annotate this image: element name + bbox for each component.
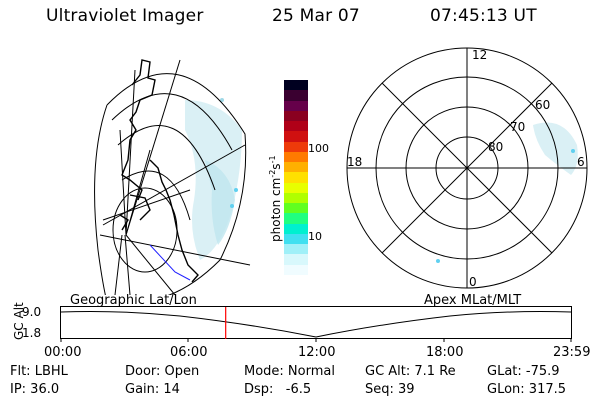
status-mode: Mode: Normal xyxy=(244,364,335,379)
colorbar-segment xyxy=(284,100,308,112)
mlt-label-6: 6 xyxy=(577,155,585,169)
colorbar xyxy=(284,80,308,276)
geographic-map xyxy=(94,59,251,295)
aurora-emission-geo xyxy=(185,98,242,260)
colorbar-segment xyxy=(284,203,308,214)
unit-exp2: -1 xyxy=(268,155,277,164)
date-label: 25 Mar 07 xyxy=(272,6,360,26)
x-tick-1200: 12:00 xyxy=(298,345,336,360)
mlat-label-60: 60 xyxy=(535,98,550,112)
coastlines xyxy=(119,59,199,283)
x-tick-1800: 18:00 xyxy=(426,345,464,360)
time-label: 07:45:13 UT xyxy=(430,6,537,26)
status-gain: Gain: 14 xyxy=(125,382,180,397)
polar-diagonal-2 xyxy=(381,82,553,254)
unit-exp1: -2 xyxy=(268,169,277,178)
colorbar-segment xyxy=(284,223,308,235)
x-tick-2359: 23:59 xyxy=(553,345,591,360)
geographic-latlon-label: Geographic Lat/Lon xyxy=(70,293,197,308)
instrument-title: Ultraviolet Imager xyxy=(46,6,204,26)
aurora-emission-polar xyxy=(436,122,578,263)
colorbar-segment xyxy=(284,162,308,173)
colorbar-segment xyxy=(284,182,308,194)
colorbar-segment xyxy=(284,151,308,163)
colorbar-segment xyxy=(284,172,308,184)
unit-s: s xyxy=(269,163,283,170)
status-glon: GLon: 317.5 xyxy=(487,382,567,397)
y-tick-9: 9.0 xyxy=(22,305,42,319)
gc-alt-timeline xyxy=(60,306,572,342)
colorbar-segment xyxy=(284,254,308,266)
timeline-frame xyxy=(60,306,572,339)
status-gc-alt: GC Alt: 7.1 Re xyxy=(365,364,456,379)
x-tick-0600: 06:00 xyxy=(170,345,208,360)
colorbar-segment xyxy=(284,192,308,204)
colorbar-segment xyxy=(284,233,308,245)
colorbar-segment xyxy=(284,213,308,225)
colorbar-segment xyxy=(284,131,308,143)
mlat-label-70: 70 xyxy=(510,120,525,134)
mlt-label-12: 12 xyxy=(472,48,487,62)
x-ticks xyxy=(60,338,572,342)
apex-mlat-mlt-label: Apex MLat/MLT xyxy=(424,293,522,308)
status-seq: Seq: 39 xyxy=(365,382,415,397)
status-dsp: Dsp: -6.5 xyxy=(244,382,312,397)
mlt-label-0: 0 xyxy=(469,275,477,289)
colorbar-segment xyxy=(284,264,308,276)
y-tick-1.8: 1.8 xyxy=(22,326,42,340)
mlat-label-80: 80 xyxy=(488,140,503,154)
colorbar-segment xyxy=(284,244,308,255)
colorbar-segment xyxy=(284,90,308,101)
unit-text: photon cm xyxy=(269,177,283,242)
colorbar-tick-10: 10 xyxy=(308,230,322,243)
status-filter: Flt: LBHL xyxy=(10,364,68,379)
polar-mlt-plot: 12 18 6 0 60 70 80 xyxy=(346,47,588,289)
colorbar-segment xyxy=(284,80,308,91)
status-ip: IP: 36.0 xyxy=(10,382,60,397)
mlt-label-18: 18 xyxy=(347,155,362,169)
status-door: Door: Open xyxy=(125,364,200,379)
x-tick-0000: 00:00 xyxy=(44,345,82,360)
gc-alt-curve xyxy=(60,311,572,338)
colorbar-segment xyxy=(284,141,308,153)
status-glat: GLat: -75.9 xyxy=(487,364,560,379)
colorbar-tick-100: 100 xyxy=(308,142,329,155)
spacecraft-track xyxy=(149,244,191,281)
colorbar-segment xyxy=(284,110,308,122)
colorbar-segment xyxy=(284,121,308,132)
